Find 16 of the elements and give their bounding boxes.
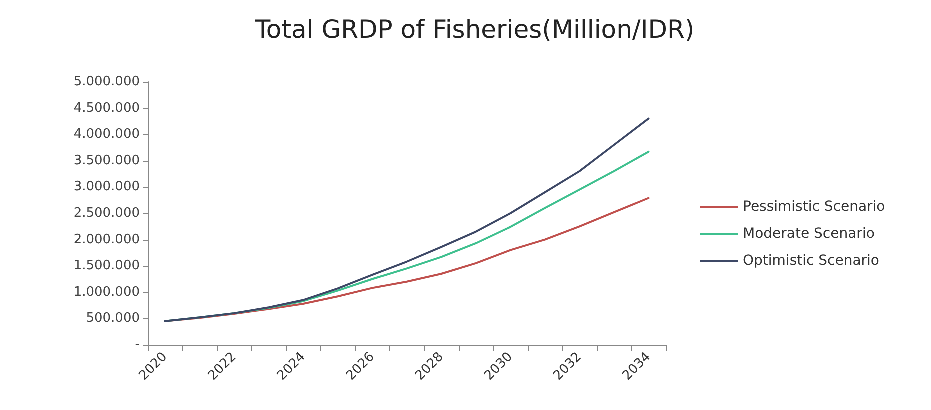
line-series	[164, 118, 650, 322]
y-tick-label: -	[135, 338, 140, 352]
legend-label: Pessimistic Scenario	[743, 199, 886, 215]
legend-label: Optimistic Scenario	[743, 253, 880, 269]
legend-label: Moderate Scenario	[743, 226, 875, 242]
y-tick-label: 2.000.000	[74, 232, 140, 248]
y-tick-label: 4.000.000	[74, 127, 140, 142]
y-tick-label: 3.000.000	[74, 180, 140, 195]
y-tick-label: 3.500.000	[74, 153, 140, 168]
y-tick-label: 4.500.000	[74, 100, 140, 116]
y-tick-label: 500.000	[86, 311, 140, 326]
chart-title: Total GRDP of Fisheries(Million/IDR)	[254, 15, 695, 44]
y-tick-label: 2.500.000	[74, 206, 140, 221]
y-tick-label: 1.000.000	[74, 284, 140, 300]
y-tick-label: 1.500.000	[74, 258, 140, 274]
y-tick-label: 5.000.000	[74, 74, 140, 90]
